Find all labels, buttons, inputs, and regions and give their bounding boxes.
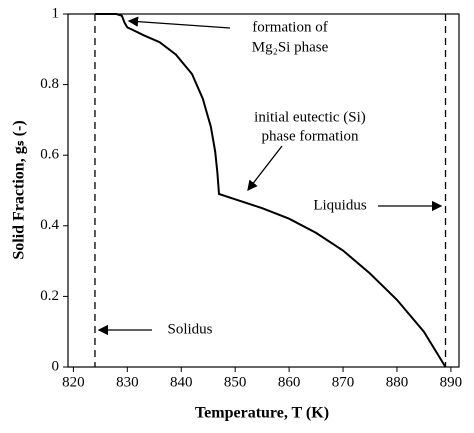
annotation: formation of bbox=[252, 19, 327, 35]
annotation: Solidus bbox=[167, 321, 212, 337]
y-tick-label: 0 bbox=[52, 358, 60, 374]
x-tick-label: 840 bbox=[170, 374, 193, 390]
x-tick-label: 820 bbox=[62, 374, 85, 390]
curve bbox=[95, 13, 447, 368]
annotation-arrow bbox=[127, 16, 231, 29]
y-tick-label: 0.6 bbox=[40, 147, 59, 163]
y-tick-label: 0.8 bbox=[40, 76, 59, 92]
annotation: phase formation bbox=[261, 128, 359, 144]
x-tick-label: 870 bbox=[332, 374, 355, 390]
annotation: Mg₂Si phase bbox=[252, 39, 329, 55]
x-tick-label: 850 bbox=[224, 374, 247, 390]
plot-frame bbox=[67, 13, 460, 368]
x-axis-label: Temperature, T (K) bbox=[195, 405, 329, 422]
x-tick-label: 860 bbox=[278, 374, 301, 390]
y-axis-label: Solid Fraction, gₛ (-) bbox=[11, 120, 28, 259]
annotation-arrow bbox=[247, 145, 283, 192]
x-tick-label: 830 bbox=[116, 374, 139, 390]
y-tick-label: 0.4 bbox=[40, 217, 59, 233]
annotation: initial eutectic (Si) bbox=[254, 109, 366, 125]
x-tick-label: 890 bbox=[440, 374, 463, 390]
y-tick-label: 1 bbox=[52, 5, 60, 21]
annotation: Liquidus bbox=[313, 197, 366, 213]
y-tick-label: 0.2 bbox=[40, 288, 59, 304]
x-tick-label: 880 bbox=[386, 374, 409, 390]
